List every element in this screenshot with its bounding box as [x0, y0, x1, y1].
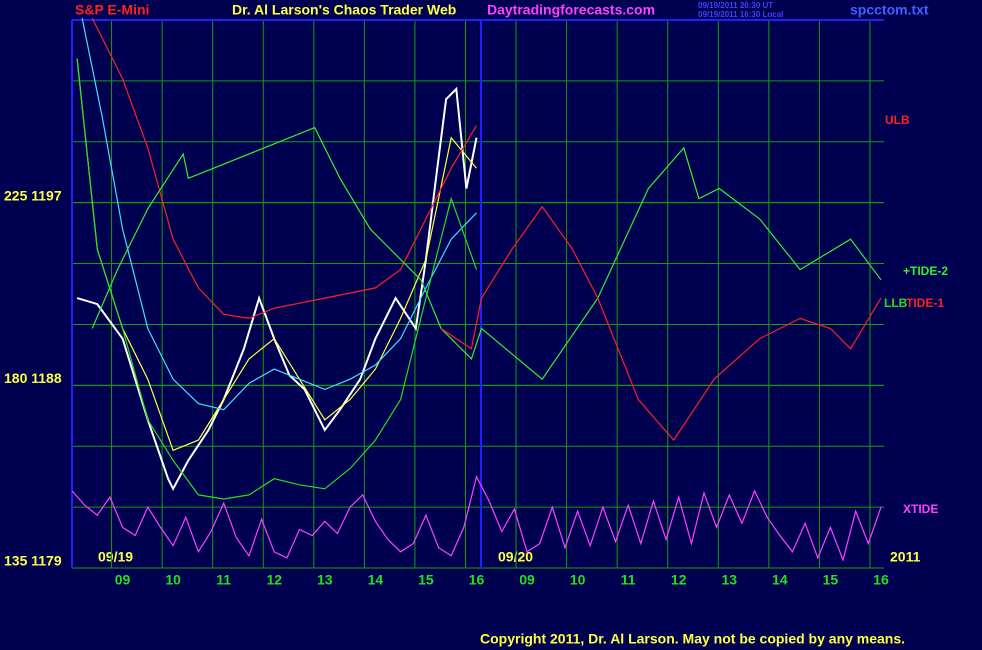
timestamp: 09/19/2011 16:30 Local [698, 10, 783, 19]
y-tick-label: 225 1197 [4, 187, 62, 203]
series-line [76, 58, 478, 500]
site: Daytradingforecasts.com [487, 2, 655, 18]
date-label: 2011 [890, 549, 921, 565]
series-line [81, 17, 477, 411]
x-tick-label: 09 [519, 572, 535, 588]
x-tick-label: 11 [216, 572, 231, 588]
legend-label: XTIDE [903, 502, 938, 516]
x-tick-label: 16 [873, 572, 889, 588]
series-line [71, 475, 882, 562]
x-tick-label: 15 [418, 572, 434, 588]
copyright: Copyright 2011, Dr. Al Larson. May not b… [480, 631, 905, 647]
x-tick-label: 12 [266, 572, 282, 588]
x-tick-label: 13 [721, 572, 737, 588]
x-tick-label: 16 [469, 572, 485, 588]
date-label: 09/19 [98, 549, 133, 565]
chart-title: Dr. Al Larson's Chaos Trader Web [232, 2, 456, 18]
x-tick-label: 11 [621, 572, 636, 588]
legend-label: +TIDE-2 [903, 264, 948, 278]
y-tick-label: 180 1188 [4, 370, 62, 386]
x-tick-label: 14 [772, 572, 788, 588]
x-tick-label: 12 [671, 572, 687, 588]
x-tick-label: 10 [165, 572, 181, 588]
x-tick-label: 13 [317, 572, 333, 588]
timestamp: 09/19/2011 20:30 UT [698, 1, 773, 10]
instrument: S&P E-Mini [75, 2, 149, 18]
x-tick-label: 10 [570, 572, 586, 588]
legend-label: TIDE-1 [906, 296, 944, 310]
x-tick-label: 09 [115, 572, 131, 588]
series-line [91, 126, 882, 381]
legend-label: ULB [885, 113, 910, 127]
legend-label: LLB [884, 296, 908, 310]
x-tick-label: 15 [823, 572, 839, 588]
file-name: spcctom.txt [850, 2, 929, 18]
y-tick-label: 135 1179 [4, 553, 62, 569]
series-line [91, 17, 478, 320]
series-line [440, 205, 882, 442]
series-line [76, 86, 478, 491]
x-tick-label: 14 [368, 572, 384, 588]
series-line [76, 58, 477, 452]
